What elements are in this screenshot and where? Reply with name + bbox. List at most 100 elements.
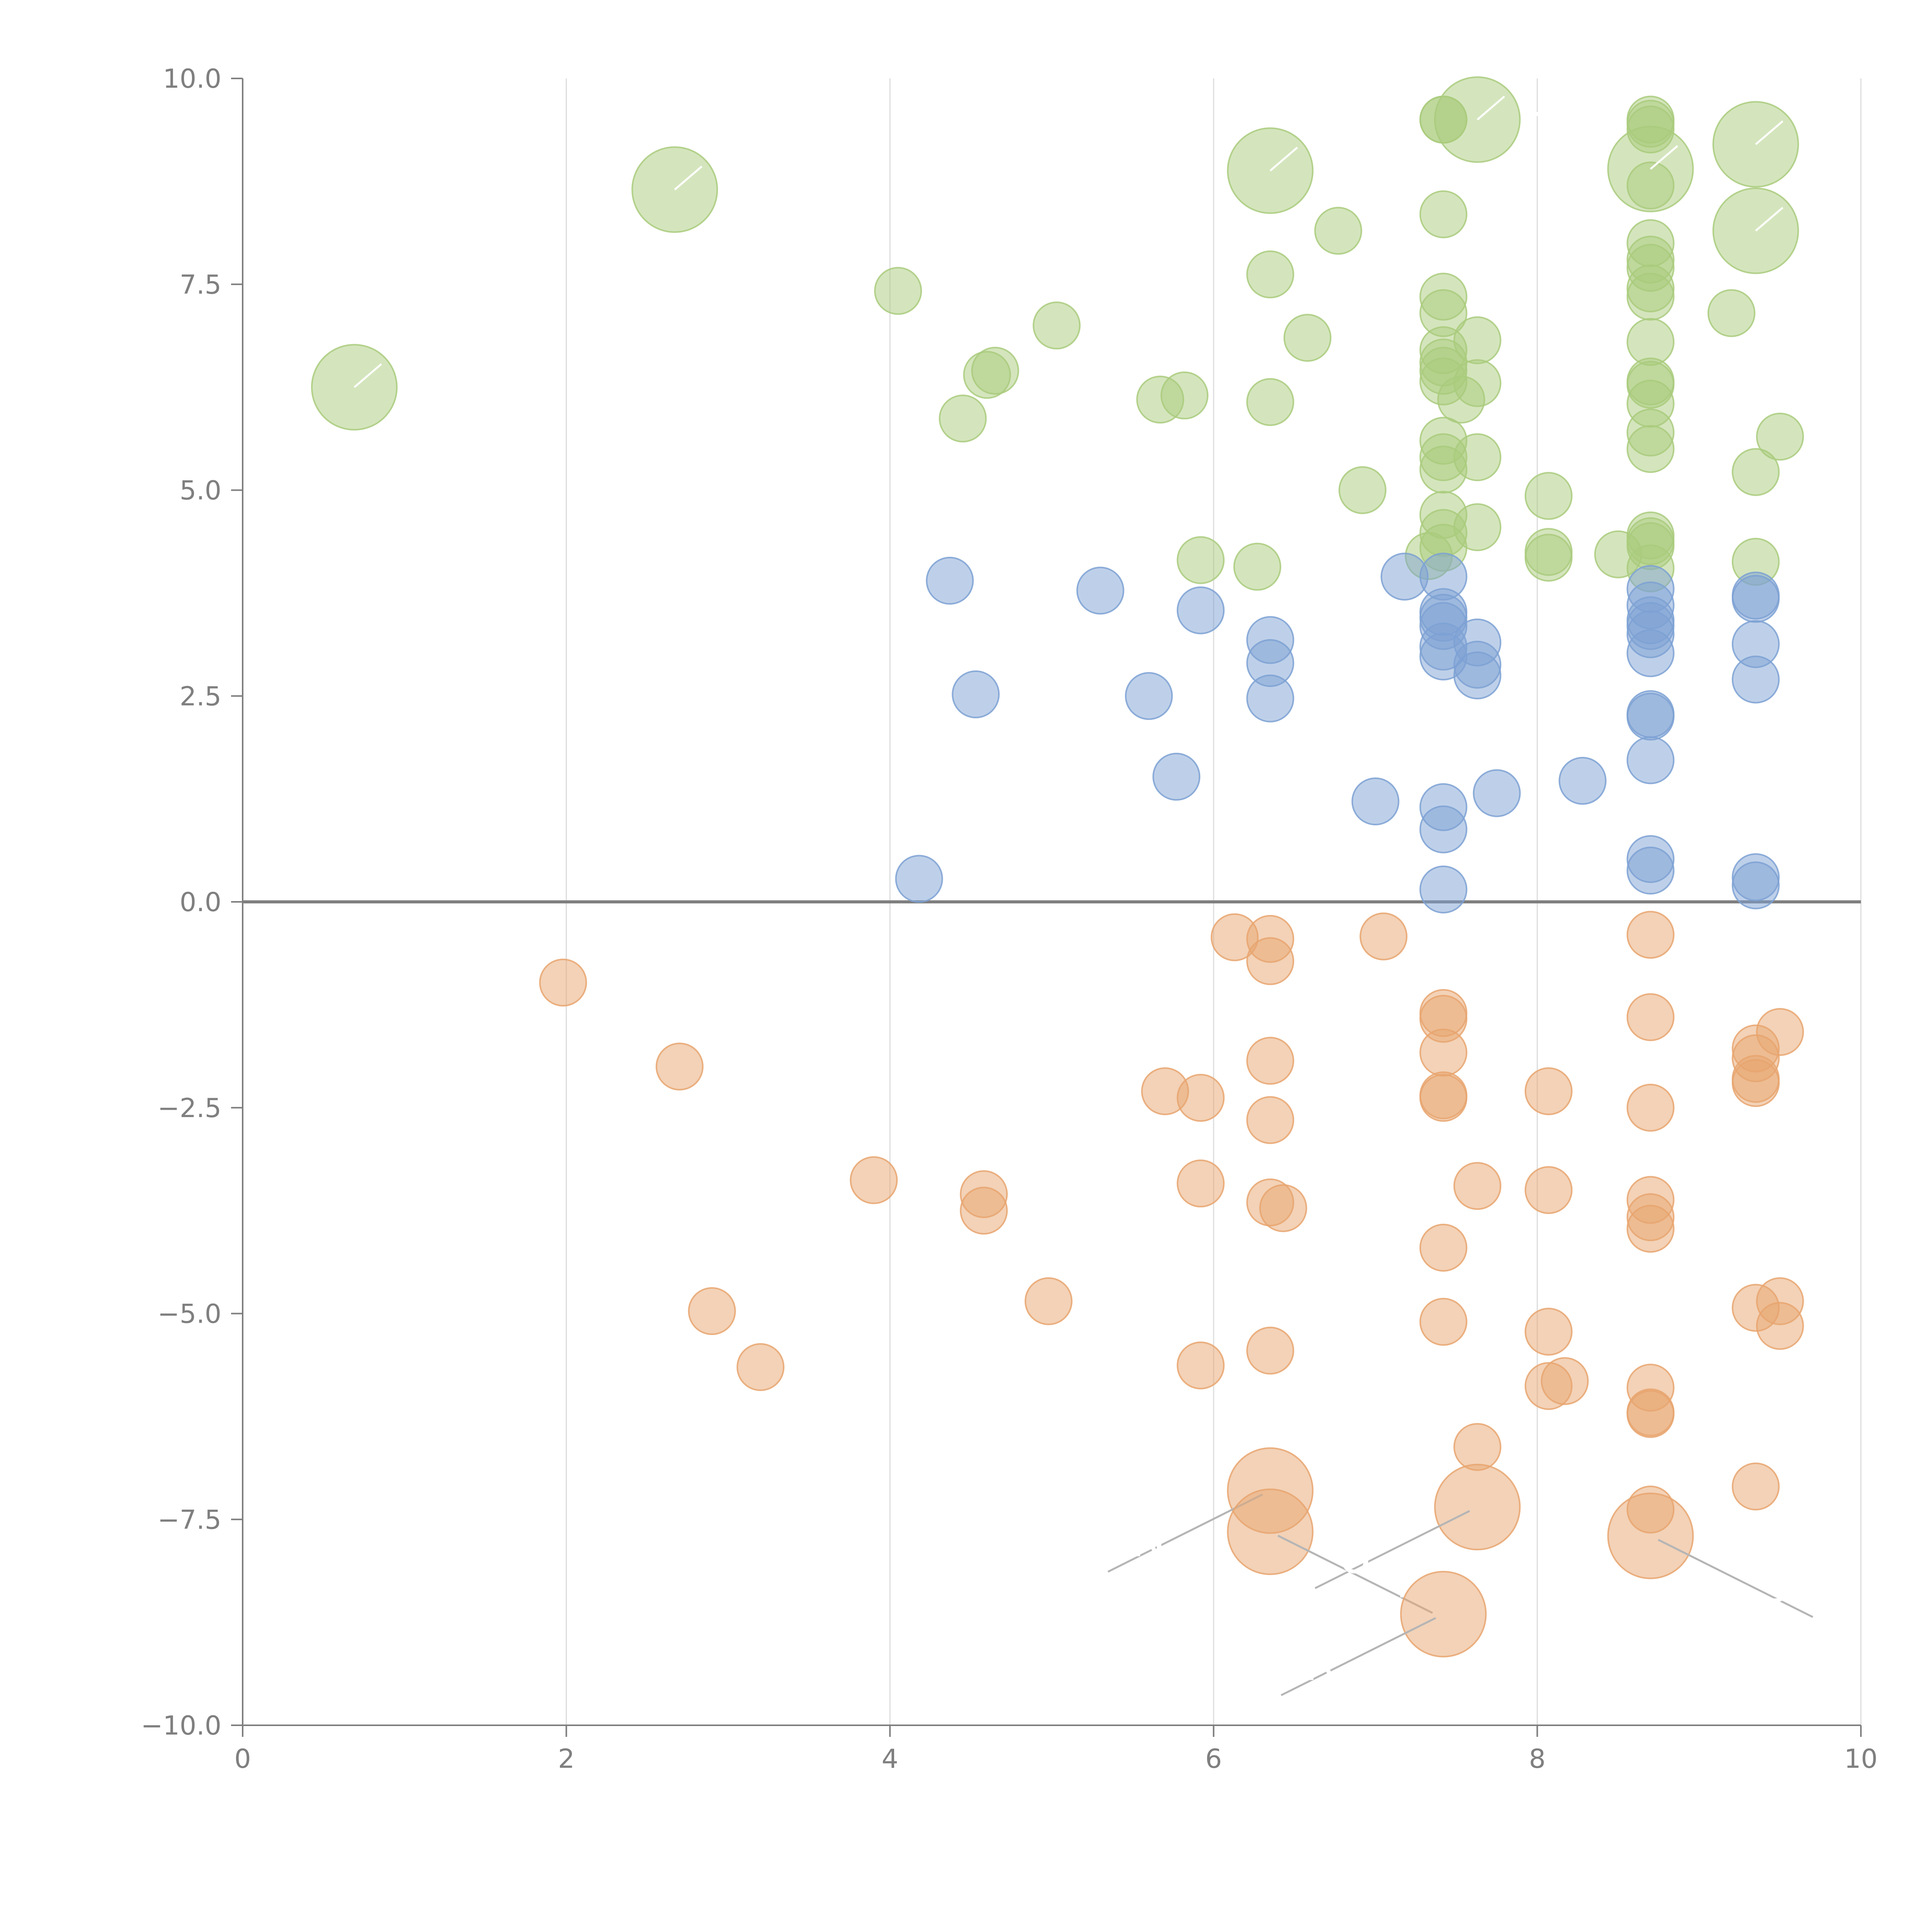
highlight-bubble (1400, 1571, 1487, 1658)
data-point-orange (1626, 993, 1675, 1041)
x-tick-label: 10 (1844, 1744, 1878, 1774)
data-point-orange (1177, 1341, 1225, 1389)
data-point-orange (655, 1043, 704, 1091)
y-tick-label: −5.0 (158, 1299, 221, 1330)
leader-line (1476, 95, 1505, 121)
bubble-layer (539, 95, 1804, 1534)
y-tick-label: −7.5 (158, 1505, 221, 1535)
data-point-green (1437, 376, 1485, 424)
data-point-orange (1626, 1390, 1675, 1438)
highlight-bubble (311, 344, 398, 431)
data-point-green (971, 347, 1019, 395)
data-point-blue (895, 855, 943, 903)
leader-line (674, 165, 702, 190)
data-point-blue (1246, 674, 1294, 723)
y-tick-label: 0.0 (180, 887, 221, 918)
data-point-orange (1453, 1162, 1502, 1210)
data-point-green (1626, 425, 1675, 473)
data-point-orange (1419, 1028, 1468, 1077)
data-point-green (1626, 272, 1675, 321)
data-point-blue (1453, 651, 1502, 699)
data-point-orange (1246, 1096, 1294, 1144)
x-tick-label: 0 (234, 1744, 251, 1774)
bubble-label: A (721, 143, 753, 197)
data-point-orange (960, 1187, 1008, 1235)
data-point-blue (1626, 847, 1675, 895)
data-point-green (1233, 543, 1281, 591)
data-point-green (1136, 376, 1184, 424)
data-point-orange (1419, 1224, 1468, 1272)
leader-line (1650, 145, 1679, 170)
leader-line (1755, 207, 1784, 232)
data-point-green (1246, 250, 1294, 299)
data-point-orange (1756, 1302, 1804, 1350)
data-point-orange (1524, 1308, 1573, 1356)
data-point-orange (1453, 1423, 1502, 1471)
data-point-orange (1731, 1059, 1780, 1107)
data-point-orange (1626, 1083, 1675, 1132)
data-point-orange (1177, 1074, 1225, 1122)
data-point-green (1756, 412, 1804, 461)
data-point-orange (539, 958, 587, 1007)
data-point-orange (1419, 1074, 1468, 1122)
data-point-green (1731, 448, 1780, 496)
highlight-layer: CAEUUNMPINIUSR (311, 73, 1844, 1696)
data-point-green (1338, 466, 1387, 514)
bubble-label: U (1338, 1530, 1372, 1584)
data-point-blue (1351, 777, 1400, 826)
bubble-label: S (1760, 1559, 1789, 1613)
x-tick-label: 8 (1529, 1744, 1546, 1774)
data-point-orange (1246, 937, 1294, 985)
data-point-orange (1524, 1166, 1573, 1214)
highlight-bubble (1434, 1464, 1521, 1551)
bubble-label: N (1131, 1514, 1166, 1568)
data-point-green (1246, 378, 1294, 426)
data-point-blue (1731, 861, 1780, 910)
highlight-bubble (1607, 1492, 1694, 1579)
data-point-blue (1731, 655, 1780, 704)
data-point-green (1419, 190, 1468, 238)
data-point-orange (736, 1343, 785, 1391)
data-point-blue (1380, 553, 1429, 601)
data-point-blue (1731, 575, 1780, 623)
x-tick-label: 2 (558, 1744, 575, 1774)
y-tick-label: 10.0 (163, 64, 221, 94)
data-point-orange (1731, 1463, 1780, 1511)
bubble-label: E (1316, 124, 1346, 178)
data-point-green (1032, 301, 1081, 350)
x-tick-label: 4 (882, 1744, 898, 1774)
highlight-bubble (1607, 126, 1694, 213)
bubble-label: U (1524, 73, 1558, 127)
data-point-green (874, 267, 922, 315)
data-point-green (1177, 536, 1225, 584)
leader-line (1755, 120, 1784, 145)
data-point-blue (1125, 672, 1173, 720)
leader-line (1315, 1510, 1470, 1589)
data-point-blue (1558, 757, 1607, 805)
data-point-blue (952, 670, 1000, 718)
highlight-bubble (1227, 1488, 1314, 1575)
data-point-green (939, 395, 987, 443)
y-tick-label: 5.0 (180, 476, 221, 506)
data-point-blue (1473, 769, 1521, 817)
data-point-blue (1419, 805, 1468, 854)
data-point-blue (1177, 586, 1225, 634)
data-point-green (1419, 446, 1468, 494)
leader-line (1658, 1539, 1813, 1618)
data-point-orange (1259, 1184, 1307, 1232)
data-point-orange (1524, 1362, 1573, 1410)
data-point-blue (1626, 736, 1675, 784)
y-tick-label: 2.5 (180, 681, 221, 712)
leader-line (1281, 1617, 1436, 1696)
data-point-green (1707, 289, 1755, 337)
data-point-orange (1626, 911, 1675, 959)
axis-layer: 0 2 4 6 8 10 10.0 7.5 5.0 2.5 0.0 −2.5 −5.0 −7.5 −10.0 (141, 64, 1878, 1774)
bubble-label: R (1304, 1637, 1336, 1691)
data-point-blue (926, 556, 974, 605)
data-point-orange (1177, 1159, 1225, 1208)
y-tick-label: −10.0 (141, 1711, 221, 1741)
x-tick-label: 6 (1205, 1744, 1222, 1774)
data-point-orange (1359, 912, 1408, 961)
